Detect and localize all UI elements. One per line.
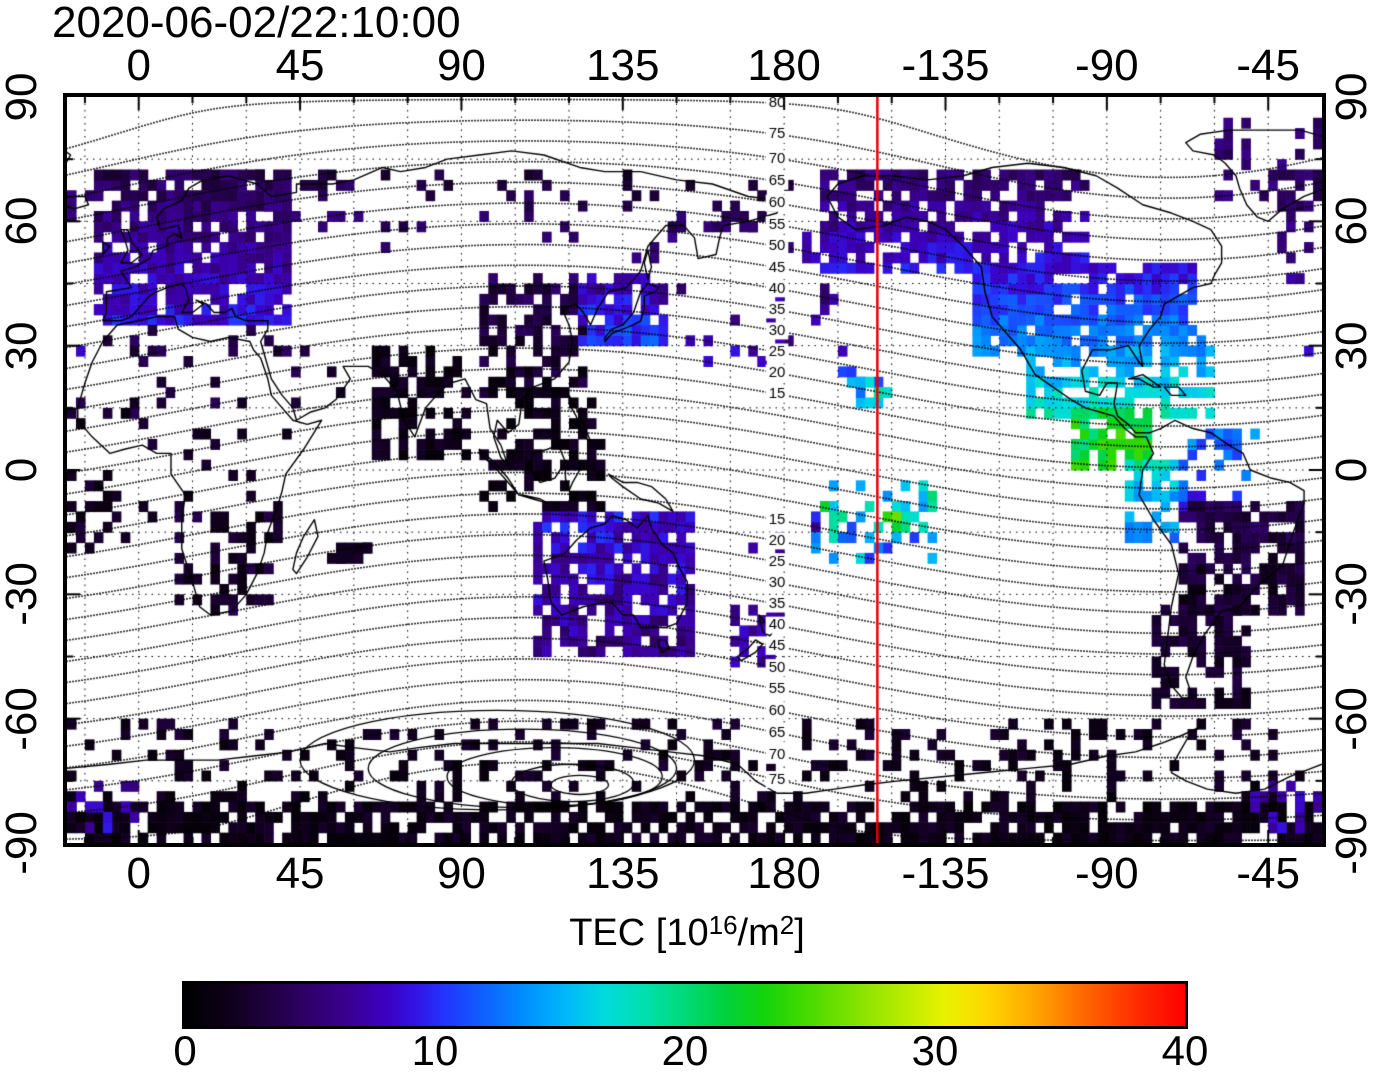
lon-tick-label-bottom: 180	[747, 849, 821, 898]
lat-tick-label-right: -30	[1327, 562, 1374, 627]
lat-tick-label-right: 60	[1327, 196, 1374, 246]
lon-tick-label-top: -45	[1236, 41, 1300, 90]
lon-tick-label-bottom: -135	[901, 849, 990, 898]
lon-tick-label-bottom: 45	[275, 849, 325, 898]
lat-tick-label-right: -90	[1327, 811, 1374, 875]
lat-tick-label-left: -60	[0, 686, 46, 751]
colorbar-tick-label: 20	[661, 1027, 709, 1073]
tec-map-canvas	[67, 97, 1322, 843]
timestamp-title: 2020-06-02/22:10:00	[52, 0, 461, 47]
lon-tick-label-top: 135	[586, 41, 660, 90]
colorbar-tick-label: 30	[911, 1027, 959, 1073]
colorbar-tick-label: 10	[411, 1027, 459, 1073]
lat-tick-label-left: -90	[0, 811, 46, 875]
colorbar-tick-label: 0	[173, 1027, 197, 1073]
lon-tick-label-bottom: -45	[1236, 849, 1300, 898]
colorbar-title: TEC [1016/m2]	[569, 912, 805, 952]
lon-tick-label-top: 90	[436, 41, 486, 90]
lat-tick-label-right: -60	[1327, 686, 1374, 751]
plot-frame	[63, 93, 1326, 847]
lon-tick-label-bottom: -90	[1075, 849, 1139, 898]
lat-tick-label-right: 90	[1327, 72, 1374, 122]
lat-tick-label-left: 90	[0, 72, 46, 122]
lon-tick-label-top: 45	[275, 41, 325, 90]
lon-tick-label-bottom: 90	[436, 849, 486, 898]
lon-tick-label-top: 0	[126, 41, 151, 90]
colorbar-title-text3: ]	[794, 912, 805, 954]
colorbar-title-text1: TEC [10	[569, 912, 709, 954]
lon-tick-label-bottom: 0	[126, 849, 151, 898]
lon-tick-label-top: 180	[747, 41, 821, 90]
colorbar-title-exponent: 16	[708, 910, 738, 940]
lat-tick-label-right: 30	[1327, 321, 1374, 371]
colorbar-title-exponent2: 2	[779, 910, 795, 940]
lon-tick-label-top: -135	[901, 41, 990, 90]
lon-tick-label-top: -90	[1075, 41, 1139, 90]
lat-tick-label-left: 30	[0, 321, 46, 371]
colorbar-title-text2: /m	[737, 912, 780, 954]
lon-tick-label-bottom: 135	[586, 849, 660, 898]
colorbar-tick-label: 40	[1161, 1027, 1209, 1073]
lat-tick-label-right: 0	[1327, 457, 1374, 483]
lat-tick-label-left: 0	[0, 457, 46, 483]
lat-tick-label-left: -30	[0, 562, 46, 627]
colorbar-gradient	[182, 981, 1188, 1029]
lat-tick-label-left: 60	[0, 196, 46, 246]
